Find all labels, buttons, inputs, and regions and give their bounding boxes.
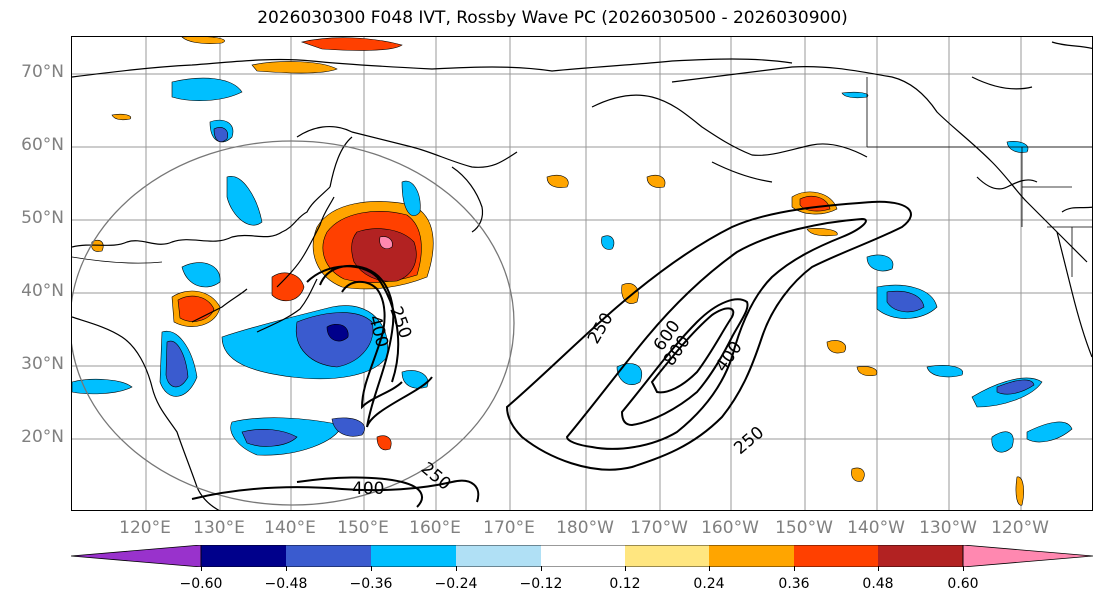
- colorbar-tick-mark: [709, 566, 710, 571]
- lon-label-150w: 150°W: [775, 518, 833, 538]
- lon-label-130w: 130°W: [919, 518, 977, 538]
- colorbar-tick-mark: [878, 566, 879, 571]
- lon-label-140e: 140°E: [264, 518, 316, 538]
- colorbar-extend-low: [71, 545, 202, 567]
- colorbar-segment: [286, 545, 371, 567]
- lat-label-60n: 60°N: [21, 135, 64, 155]
- lon-label-150e: 150°E: [337, 518, 389, 538]
- colorbar-tick-mark: [456, 566, 457, 571]
- colorbar-tick-label: 0.60: [947, 576, 979, 592]
- rossby-wave-region-ellipse: [72, 140, 515, 506]
- colorbar-segment: [878, 545, 963, 567]
- colorbar-tick-label: 0.36: [778, 576, 810, 592]
- lat-label-70n: 70°N: [21, 62, 64, 82]
- colorbar-segment: [625, 545, 709, 567]
- lon-label-160e: 160°E: [409, 518, 461, 538]
- contour-labels: 250 400 250 600 800 400 250 250 400: [352, 304, 768, 499]
- colorbar-segment: [709, 545, 794, 567]
- coastlines: [72, 41, 1092, 510]
- colorbar-tick-mark: [794, 566, 795, 571]
- lon-label-120e: 120°E: [119, 518, 171, 538]
- colorbar-tick-mark: [286, 566, 287, 571]
- colorbar-segment: [371, 545, 456, 567]
- lon-label-180w: 180°W: [556, 518, 614, 538]
- colorbar-segment: [456, 545, 541, 567]
- ivt-anomaly-fills: [72, 37, 1073, 506]
- map-panel: 250 400 250 600 800 400 250 250 400: [71, 36, 1093, 511]
- colorbar-segment: [201, 545, 286, 567]
- lat-label-20n: 20°N: [21, 427, 64, 447]
- colorbar-tick-label: −0.60: [179, 576, 223, 592]
- colorbar-tick-label: −0.48: [264, 576, 308, 592]
- map-title: 2026030300 F048 IVT, Rossby Wave PC (202…: [257, 8, 848, 28]
- colorbar-tick-mark: [201, 566, 202, 571]
- colorbar-tick-mark: [541, 566, 542, 571]
- graticule: [72, 37, 1092, 510]
- colorbar-tick-mark: [371, 566, 372, 571]
- colorbar-extend-high: [962, 545, 1093, 567]
- contour-label: 400: [352, 479, 384, 499]
- colorbar-tick-label: −0.36: [349, 576, 393, 592]
- colorbar-tick-mark: [625, 566, 626, 571]
- lon-label-170e: 170°E: [483, 518, 535, 538]
- colorbar-outline: [200, 545, 964, 567]
- colorbar-tick-label: −0.12: [519, 576, 563, 592]
- lon-label-160w: 160°W: [701, 518, 759, 538]
- lon-label-140w: 140°W: [847, 518, 905, 538]
- colorbar-segment: [541, 545, 625, 567]
- colorbar-segment: [794, 545, 878, 567]
- lon-label-120w: 120°W: [991, 518, 1049, 538]
- map-canvas: 250 400 250 600 800 400 250 250 400: [72, 37, 1092, 510]
- lon-label-170w: 170°W: [630, 518, 688, 538]
- political-borders: [72, 77, 1092, 277]
- lat-label-30n: 30°N: [21, 354, 64, 374]
- lat-label-40n: 40°N: [21, 281, 64, 301]
- colorbar-tick-mark: [963, 566, 964, 571]
- lon-label-130e: 130°E: [193, 518, 245, 538]
- colorbar-tick-label: 0.48: [862, 576, 894, 592]
- colorbar-tick-label: 0.24: [693, 576, 725, 592]
- colorbar-tick-label: −0.24: [434, 576, 478, 592]
- lat-label-50n: 50°N: [21, 208, 64, 228]
- contour-label: 250: [584, 309, 618, 347]
- rossby-wave-contours: [191, 200, 912, 508]
- colorbar-tick-label: 0.12: [609, 576, 641, 592]
- contour-label: 250: [417, 459, 455, 495]
- colorbar: [71, 545, 1093, 567]
- contour-label: 250: [730, 423, 768, 459]
